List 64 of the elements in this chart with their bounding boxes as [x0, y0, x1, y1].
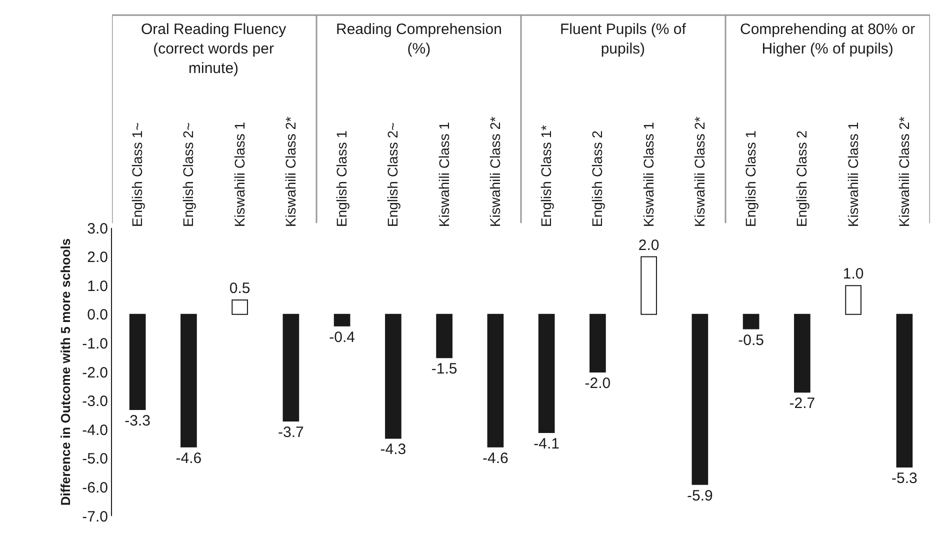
text: Oral Reading Fluency (correct words per minute) [141, 21, 287, 77]
data-label: 0.5 [229, 280, 250, 297]
x-tick-label: English Class 1 [742, 130, 759, 227]
y-tick-label: 0.0 [87, 306, 108, 324]
x-tick-label: Kiswahili Class 2* [896, 116, 912, 227]
y-tick-label: -4.0 [82, 422, 108, 439]
y-tick-label: -6.0 [82, 479, 108, 496]
bar [845, 285, 862, 315]
data-label: -2.7 [789, 395, 816, 412]
data-label: -4.3 [380, 441, 406, 458]
bar [129, 314, 146, 410]
bar [180, 314, 197, 448]
x-tick-label: English Class 1 [334, 130, 350, 227]
text: Fluent Pupils (% of pupils) [560, 21, 687, 58]
data-label: -4.1 [534, 435, 560, 452]
x-tick-label: English Class 1~ [129, 122, 146, 227]
bar [692, 314, 708, 485]
y-tick-label: -3.0 [82, 393, 108, 410]
x-tick-label: English Class 1* [538, 124, 554, 227]
data-label: 1.0 [842, 266, 864, 283]
text: Reading Comprehension (%) [336, 21, 502, 58]
y-tick-label: -5.0 [82, 450, 108, 468]
bar [742, 314, 760, 330]
bar [896, 314, 913, 468]
data-label: -0.4 [329, 328, 355, 346]
y-tick-label: -2.0 [82, 364, 108, 382]
text: Comprehending at 80% or Higher (% of pupils) [740, 21, 916, 58]
data-label: -5.3 [892, 470, 918, 488]
y-axis-title: Difference in Outcome with 5 more schools [58, 238, 74, 506]
y-tick-label: 2.0 [87, 249, 108, 266]
data-label: -1.5 [431, 360, 458, 378]
bar [282, 314, 300, 422]
data-label: -5.9 [687, 487, 713, 504]
x-tick-label: Kiswahili Class 1 [640, 122, 656, 227]
bar [334, 314, 350, 326]
data-label: -2.0 [584, 375, 611, 392]
data-label: -0.5 [738, 332, 764, 349]
bar [538, 314, 555, 433]
x-tick-label: Kiswahili Class 2* [486, 116, 503, 227]
y-tick-label: 1.0 [87, 278, 108, 295]
x-tick-label: Kiswahili Class 1 [436, 122, 452, 227]
y-tick-label: 3.0 [87, 220, 108, 238]
x-tick-label: English Class 2 [589, 130, 606, 227]
data-label: -4.6 [176, 450, 202, 467]
data-label: -4.6 [482, 450, 508, 467]
bar [436, 314, 452, 358]
bar [794, 314, 810, 393]
y-tick-label: -1.0 [82, 335, 108, 352]
x-tick-label: English Class 2~ [180, 122, 196, 227]
bar [487, 314, 504, 448]
bar [640, 256, 657, 315]
data-label: -3.7 [278, 424, 304, 441]
y-tick-label: -7.0 [82, 508, 108, 526]
data-label: -3.3 [124, 412, 150, 430]
bar [590, 314, 606, 372]
bar [385, 314, 402, 439]
x-tick-label: Kiswahili Class 1 [844, 122, 861, 227]
x-tick-label: English Class 2 [794, 130, 810, 227]
x-tick-label: Kiswahili Class 1 [231, 122, 248, 227]
x-tick-label: Kiswahili Class 2* [691, 116, 708, 227]
bar [232, 300, 248, 315]
data-label: 2.0 [638, 236, 660, 254]
x-tick-label: Kiswahili Class 2* [282, 116, 298, 227]
x-tick-label: English Class 2~ [384, 122, 401, 227]
